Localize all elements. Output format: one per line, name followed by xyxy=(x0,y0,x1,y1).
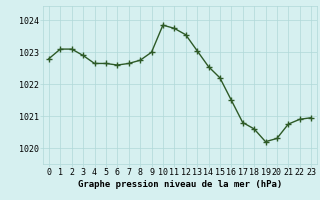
X-axis label: Graphe pression niveau de la mer (hPa): Graphe pression niveau de la mer (hPa) xyxy=(78,180,282,189)
